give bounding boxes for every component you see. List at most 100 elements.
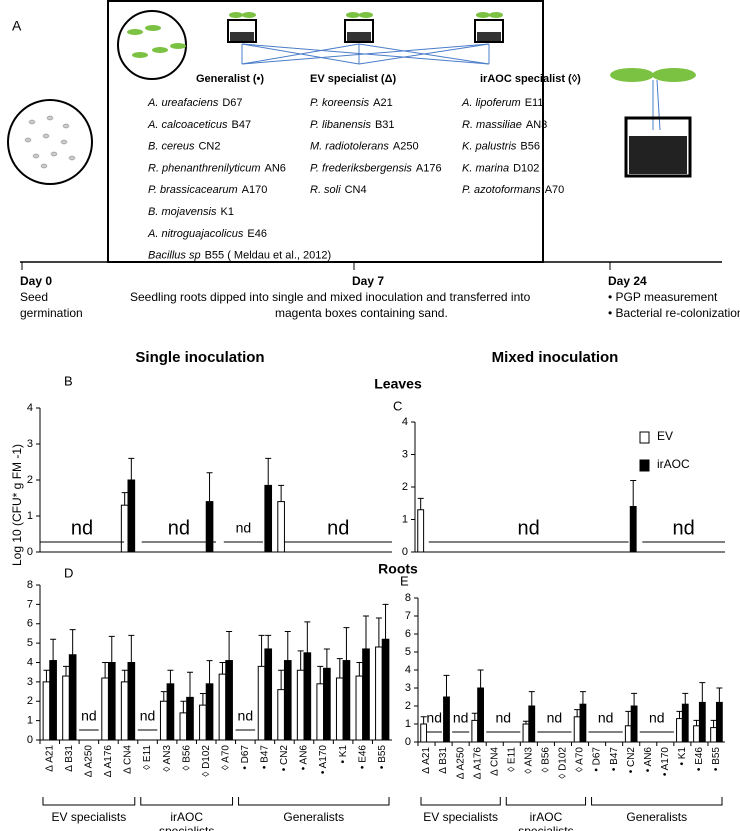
bar: [49, 660, 57, 741]
y-tick-label: 4: [405, 664, 411, 676]
group-bracket: [591, 797, 723, 806]
species: K. palustris: [462, 141, 517, 153]
error-bar: [676, 710, 683, 719]
bar: [362, 648, 370, 741]
strain: K. palustris B56: [462, 141, 540, 153]
strain: P. brassicacearum A170: [148, 184, 267, 196]
bar: [166, 683, 175, 741]
y-tick-label: 8: [405, 592, 411, 604]
error-bar: [167, 669, 174, 684]
error-bar: [121, 669, 128, 682]
nd-label: nd: [673, 517, 695, 539]
x-tick-label: • E46: [694, 747, 705, 772]
y-tick-label: 5: [27, 637, 33, 649]
bar: [355, 675, 364, 741]
panel-label: C: [393, 398, 402, 413]
error-bar: [278, 669, 285, 690]
error-bar: [522, 720, 529, 724]
legend-label: irAOC: [657, 457, 690, 471]
x-tick-label: Δ CN4: [489, 747, 500, 776]
code: K1: [220, 206, 233, 218]
bar: [283, 660, 292, 741]
error-bar: [362, 615, 369, 649]
bar: [693, 725, 700, 743]
code: CN4: [345, 184, 367, 196]
strain: P. frederiksbergensis A176: [310, 162, 442, 174]
x-tick-label: ◊ D102: [558, 747, 569, 779]
group-bracket: [140, 797, 234, 806]
arrows: [241, 43, 490, 65]
nd-label: nd: [495, 710, 511, 726]
legend-swatch: [639, 459, 650, 472]
bar: [471, 719, 479, 743]
error-bar: [574, 709, 581, 717]
strain: K. marina D102: [462, 162, 539, 174]
error-bar: [304, 621, 311, 653]
species: A. calcoaceticus: [147, 119, 228, 131]
y-tick-label: 3: [402, 448, 408, 460]
bar: [127, 662, 136, 741]
bar: [522, 723, 530, 743]
error-bar: [693, 719, 700, 726]
species: A. nitroguajacolicus: [147, 228, 244, 240]
bar: [296, 669, 305, 741]
bar: [277, 689, 285, 741]
group-bracket: [42, 797, 136, 806]
nd-label: nd: [81, 708, 97, 724]
error-bar: [43, 669, 50, 682]
error-bar: [579, 691, 586, 705]
bar: [681, 703, 689, 743]
x-tick-label: ◊ B56: [541, 747, 552, 773]
note: Seedling roots dipped into single and mi…: [130, 290, 531, 304]
x-tick-label: Δ A21: [421, 747, 432, 774]
code: AN6: [265, 162, 286, 174]
error-bar: [528, 691, 535, 706]
bar: [257, 665, 266, 741]
x-tick-label: • E46: [357, 745, 368, 770]
nd-label: nd: [71, 517, 93, 539]
code: E46: [247, 228, 267, 240]
legend-label: EV: [657, 429, 673, 443]
bar: [420, 723, 428, 743]
error-bar: [323, 648, 330, 669]
error-bar: [716, 687, 723, 703]
strain: A. lipoferum E11: [461, 97, 543, 109]
y-tick-label: 3: [27, 438, 33, 450]
strain: R. massiliae AN3: [462, 119, 547, 131]
error-bar: [356, 662, 363, 677]
note: • Bacterial re-colonization: [608, 306, 740, 320]
section-title: Single inoculation: [135, 349, 264, 366]
error-bar: [343, 627, 350, 661]
x-tick-label: • CN2: [279, 745, 290, 772]
nd-label: nd: [236, 520, 252, 536]
nd-label: nd: [547, 710, 563, 726]
error-bar: [710, 719, 717, 728]
code: A176: [416, 162, 442, 174]
code: B31: [375, 119, 395, 131]
code: D102: [513, 162, 539, 174]
x-tick-label: • D67: [240, 745, 251, 770]
group-label: irAOC: [530, 810, 563, 824]
day: Day 0: [20, 274, 52, 288]
x-tick-label: Δ A250: [84, 745, 95, 778]
strain: A. nitroguajacolicus E46: [147, 228, 267, 240]
bar: [710, 727, 717, 743]
group-label: specialists: [518, 824, 573, 831]
x-tick-label: • D67: [592, 747, 603, 772]
bar: [579, 703, 587, 743]
y-axis-label: Log 10 (CFU* g FM -1): [10, 444, 24, 566]
x-tick-label: Δ B31: [438, 747, 449, 774]
group-label: specialists: [159, 824, 214, 831]
bar: [417, 509, 425, 553]
y-tick-label: 3: [405, 682, 411, 694]
y-tick-label: 3: [27, 676, 33, 688]
group-bracket: [420, 797, 501, 806]
bar: [68, 654, 77, 741]
x-tick-label: ◊ E11: [506, 747, 517, 772]
x-tick-label: Δ A250: [455, 747, 466, 780]
x-tick-label: • B55: [377, 745, 388, 770]
error-bar: [631, 692, 638, 706]
x-tick-label: ◊ D102: [201, 745, 212, 777]
panel-label: E: [400, 573, 409, 588]
error-bar: [443, 674, 450, 697]
